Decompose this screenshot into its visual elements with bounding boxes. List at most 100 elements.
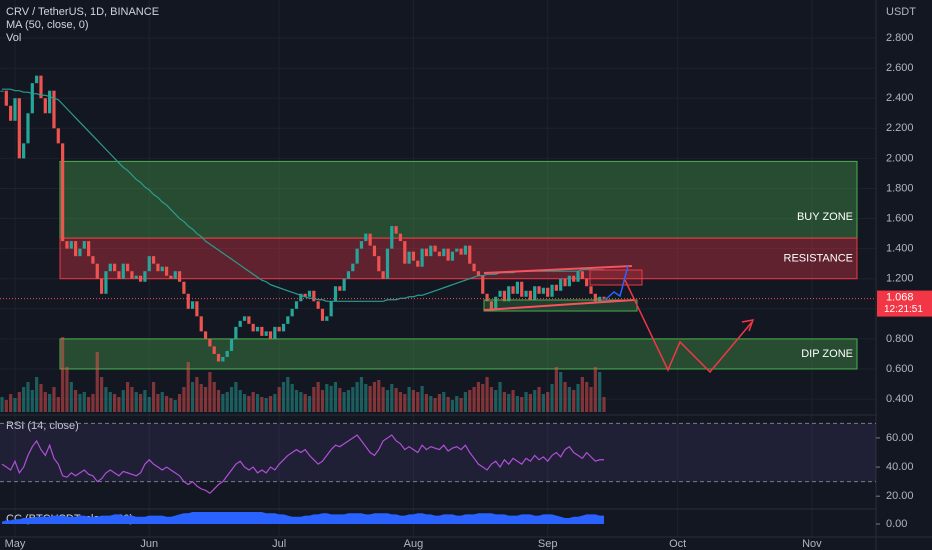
volume-bar <box>112 394 117 412</box>
y-tick-label: 0.400 <box>886 393 914 405</box>
symbol-title: CRV / TetherUS, 1D, BINANCE <box>6 6 159 18</box>
volume-bar <box>372 382 377 412</box>
candle <box>121 263 125 279</box>
volume-bar <box>559 372 563 412</box>
candle <box>377 256 381 272</box>
volume-bar <box>121 390 125 412</box>
volume-bar <box>195 377 199 412</box>
candle <box>437 251 442 257</box>
volume-bar <box>455 396 459 412</box>
zone-label: RESISTANCE <box>784 252 853 264</box>
volume-bar <box>65 367 69 412</box>
candle <box>0 90 4 92</box>
volume-bar <box>403 394 407 412</box>
volume-bar <box>264 398 268 412</box>
candle <box>30 83 34 114</box>
volume-bar <box>598 372 602 412</box>
volume-bar <box>580 377 584 412</box>
candle <box>238 320 242 327</box>
candle <box>143 271 147 282</box>
volume-bar <box>69 382 73 412</box>
y-tick-label: 2.000 <box>886 152 914 164</box>
x-tick-label: Nov <box>802 538 822 550</box>
volume-bar <box>134 392 138 412</box>
candle <box>39 75 43 99</box>
volume-bar <box>420 386 424 412</box>
volume-bar <box>554 367 558 412</box>
candle <box>125 263 130 272</box>
zone-label: DIP ZONE <box>801 348 853 360</box>
candle <box>229 338 234 351</box>
volume-bar <box>507 394 511 412</box>
candle <box>385 248 390 279</box>
volume-bar <box>74 390 78 412</box>
candle <box>368 233 372 246</box>
candle <box>411 251 416 261</box>
volume-bar <box>251 392 255 412</box>
volume-bar <box>381 387 385 412</box>
volume-bar <box>290 384 294 412</box>
volume-bar <box>160 392 164 412</box>
candle <box>74 241 78 257</box>
candle <box>299 293 303 302</box>
zone <box>59 160 858 239</box>
volume-bar <box>342 392 346 412</box>
volume-bar <box>104 387 108 412</box>
volume-bar <box>364 384 368 412</box>
zone-label: BUY ZONE <box>797 211 853 223</box>
candle <box>316 301 320 309</box>
candle <box>177 271 182 282</box>
candle <box>303 293 307 297</box>
volume-bar <box>303 394 307 412</box>
candle <box>108 263 112 272</box>
candle <box>359 241 364 249</box>
candle <box>442 248 446 257</box>
volume-bar <box>541 394 545 412</box>
volume-bar <box>442 392 446 412</box>
volume-bar <box>307 396 312 412</box>
candle <box>195 301 199 317</box>
volume-bar <box>476 382 481 412</box>
candle <box>446 248 450 261</box>
candle <box>112 263 117 272</box>
candle <box>9 105 13 121</box>
y-tick-label: 2.600 <box>886 62 914 74</box>
candle <box>524 290 528 297</box>
volume-bar <box>125 382 130 412</box>
volume-bar <box>238 390 242 412</box>
y-tick-label: 1.600 <box>886 212 914 224</box>
candle <box>251 323 255 332</box>
candle <box>82 241 86 249</box>
candle <box>277 326 281 332</box>
volume-bar <box>572 390 576 412</box>
candle <box>537 286 541 294</box>
candle <box>563 278 567 287</box>
candle <box>381 271 385 279</box>
candle <box>533 286 537 300</box>
currency-label: USDT <box>886 6 916 18</box>
volume-bar <box>164 396 169 412</box>
candle <box>138 275 143 282</box>
candle <box>268 331 273 339</box>
volume-bar <box>260 397 264 412</box>
candle <box>294 301 299 309</box>
candle <box>355 248 359 264</box>
candle <box>485 293 489 302</box>
volume-bar <box>511 390 515 412</box>
volume-bar <box>268 396 273 412</box>
volume-bar <box>108 392 112 412</box>
volume-bar <box>143 390 147 412</box>
last-price-label: 1.068 <box>886 291 914 303</box>
y-tick-label: 1.800 <box>886 182 914 194</box>
volume-bar <box>182 387 186 412</box>
candle <box>398 233 403 242</box>
volume-bar <box>26 382 30 412</box>
volume-bar <box>520 397 524 412</box>
candle <box>48 90 52 114</box>
volume-bar <box>169 398 173 412</box>
volume-bar <box>463 392 468 412</box>
volume-bar <box>95 352 99 412</box>
volume-bar <box>9 394 13 412</box>
candle <box>433 245 437 252</box>
